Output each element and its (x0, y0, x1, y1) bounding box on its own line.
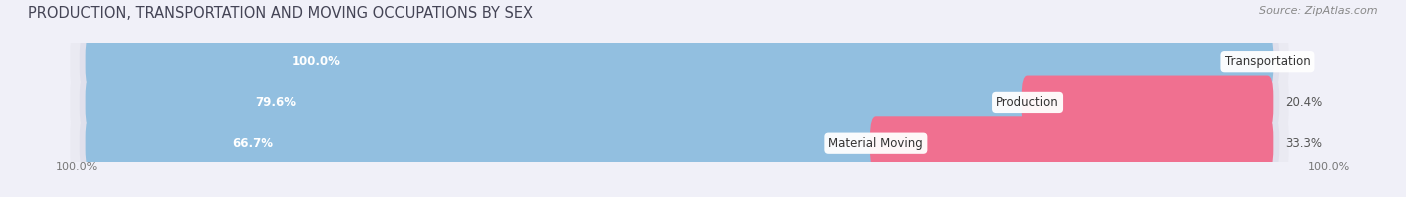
Text: 66.7%: 66.7% (232, 137, 274, 150)
FancyBboxPatch shape (80, 75, 1279, 129)
Text: Production: Production (997, 96, 1059, 109)
Text: 100.0%: 100.0% (291, 55, 340, 68)
Text: 33.3%: 33.3% (1285, 137, 1322, 150)
Text: Material Moving: Material Moving (828, 137, 924, 150)
FancyBboxPatch shape (70, 103, 1289, 184)
Text: 100.0%: 100.0% (1308, 162, 1350, 172)
Text: PRODUCTION, TRANSPORTATION AND MOVING OCCUPATIONS BY SEX: PRODUCTION, TRANSPORTATION AND MOVING OC… (28, 6, 533, 21)
Text: Transportation: Transportation (1225, 55, 1310, 68)
FancyBboxPatch shape (80, 35, 1279, 89)
Text: 20.4%: 20.4% (1285, 96, 1322, 109)
FancyBboxPatch shape (86, 116, 882, 170)
FancyBboxPatch shape (80, 116, 1279, 170)
FancyBboxPatch shape (70, 62, 1289, 143)
FancyBboxPatch shape (86, 75, 1033, 129)
Text: 79.6%: 79.6% (256, 96, 297, 109)
FancyBboxPatch shape (70, 21, 1289, 102)
FancyBboxPatch shape (86, 35, 1274, 89)
FancyBboxPatch shape (870, 116, 1274, 170)
Text: Source: ZipAtlas.com: Source: ZipAtlas.com (1260, 6, 1378, 16)
Text: 100.0%: 100.0% (56, 162, 98, 172)
FancyBboxPatch shape (1022, 75, 1274, 129)
